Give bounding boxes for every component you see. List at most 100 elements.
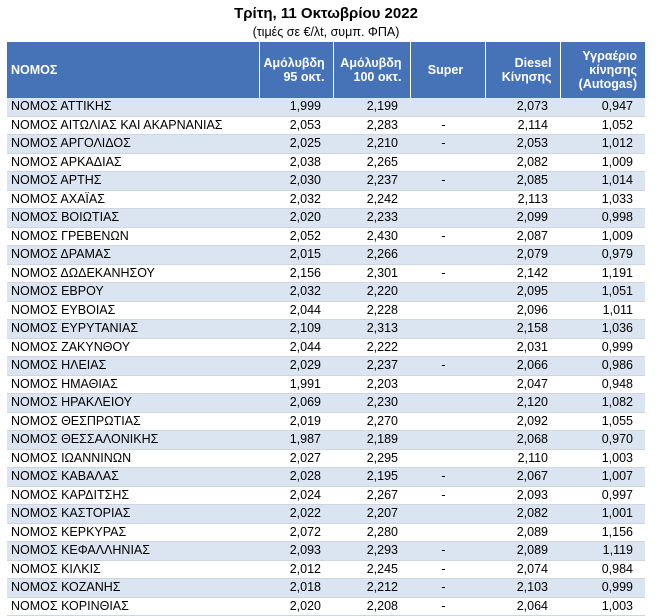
table-row: ΝΟΜΟΣ ΒΟΙΩΤΙΑΣ 2,020 2,233 2,099 0,998 (7, 208, 645, 228)
cell-text: 1,052 (601, 117, 633, 132)
cell-text: 2,066 (516, 358, 548, 372)
prefecture-cell: ΝΟΜΟΣ ΑΙΤΩΛΙΑΣ ΚΑΙ ΑΚΑΡΝΑΝΙΑΣ (7, 116, 259, 135)
prefecture-cell: ΝΟΜΟΣ ΑΤΤΙΚΗΣ (7, 98, 259, 117)
price-cell: 2,093 (485, 486, 560, 505)
table-row: ΝΟΜΟΣ ΚΟΡΙΝΘΙΑΣ 2,020 2,208 - 2,064 1,003 (7, 597, 645, 616)
price-cell: 2,270 (333, 412, 410, 431)
prefecture-cell: ΝΟΜΟΣ ΔΩΔΕΚΑΝΗΣΟΥ (7, 264, 259, 283)
cell-text: ΝΟΜΟΣ ΖΑΚΥΝΘΟΥ (11, 339, 131, 354)
price-cell: 2,237 (333, 356, 410, 376)
cell-text: 2,266 (366, 247, 398, 261)
price-cell: 2,030 (259, 171, 333, 191)
price-cell: 0,999 (560, 338, 645, 357)
cell-text: 1,009 (601, 228, 633, 243)
price-cell: 2,092 (485, 412, 560, 431)
price-cell: 2,203 (333, 375, 410, 394)
cell-text: 2,067 (516, 469, 548, 483)
cell-text: 1,156 (601, 524, 633, 539)
cell-text: 2,052 (289, 228, 321, 243)
price-cell (410, 245, 485, 265)
price-cell: - (410, 486, 485, 505)
price-cell (410, 282, 485, 302)
cell-text: - (441, 136, 446, 150)
cell-text: 2,301 (366, 265, 398, 280)
cell-text: 1,991 (289, 376, 321, 391)
header-line: 100 οκτ. (353, 70, 402, 84)
price-cell: 2,242 (333, 190, 410, 209)
column-header: Αμόλυβδη 100 οκτ. (333, 42, 411, 98)
cell-text: 2,018 (289, 580, 321, 594)
price-cell (410, 523, 485, 542)
cell-text: 2,024 (289, 487, 321, 502)
table-row: ΝΟΜΟΣ ΑΤΤΙΚΗΣ 1,999 2,199 2,073 0,947 (7, 98, 645, 117)
price-cell: 2,093 (259, 541, 333, 561)
price-cell: 2,265 (333, 153, 410, 172)
price-cell: 2,074 (485, 560, 560, 579)
cell-text: 2,073 (516, 99, 548, 113)
cell-text: 2,113 (517, 191, 548, 206)
price-cell: 2,267 (333, 486, 410, 505)
price-cell: 2,283 (333, 116, 410, 135)
price-cell: 0,948 (560, 375, 645, 394)
price-cell: 2,068 (485, 430, 560, 450)
cell-text: 2,203 (366, 376, 398, 391)
cell-text: 2,093 (289, 543, 321, 557)
price-cell: 2,064 (485, 597, 560, 616)
price-cell: - (410, 560, 485, 579)
price-cell: 2,027 (259, 449, 333, 468)
cell-text: 1,036 (601, 321, 633, 335)
header-row: ΝΟΜΟΣ Αμόλυβδη 95 οκτ. Αμόλυβδη 100 οκτ. Supe… (7, 42, 645, 98)
cell-text: 2,082 (516, 506, 548, 520)
price-cell: 2,015 (259, 245, 333, 265)
price-cell: 2,103 (485, 578, 560, 598)
table-row: ΝΟΜΟΣ ΗΡΑΚΛΕΙΟΥ 2,069 2,230 2,120 1,082 (7, 393, 645, 413)
cell-text: 2,069 (289, 395, 321, 409)
cell-text: ΝΟΜΟΣ ΚΙΛΚΙΣ (11, 561, 101, 576)
cell-text: 2,233 (366, 210, 398, 224)
cell-text: - (441, 561, 446, 576)
cell-text: ΝΟΜΟΣ ΒΟΙΩΤΙΑΣ (11, 210, 120, 224)
price-cell: 2,120 (485, 393, 560, 413)
cell-text: ΝΟΜΟΣ ΙΩΑΝΝΙΝΩΝ (11, 450, 132, 465)
price-cell (410, 375, 485, 394)
prefecture-cell: ΝΟΜΟΣ ΚΑΡΔΙΤΣΗΣ (7, 486, 259, 505)
prefecture-cell: ΝΟΜΟΣ ΙΩΑΝΝΙΝΩΝ (7, 449, 259, 468)
cell-text: 2,092 (516, 413, 548, 428)
title: Τρίτη, 11 Οκτωβρίου 2022 (234, 5, 418, 22)
cell-text: 2,044 (289, 302, 321, 317)
price-cell: 1,012 (560, 134, 645, 154)
price-cell: 1,999 (259, 98, 333, 117)
prefecture-cell: ΝΟΜΟΣ ΑΡΚΑΔΙΑΣ (7, 153, 259, 172)
prefecture-cell: ΝΟΜΟΣ ΕΥΡΥΤΑΝΙΑΣ (7, 319, 259, 339)
cell-text: 2,245 (366, 561, 398, 576)
cell-text: 2,032 (289, 284, 321, 298)
header-line: Super (427, 63, 464, 77)
price-cell: 2,295 (333, 449, 410, 468)
cell-text: 2,222 (366, 339, 398, 354)
price-cell: 1,082 (560, 393, 645, 413)
table-row: ΝΟΜΟΣ ΓΡΕΒΕΝΩΝ 2,052 2,430 - 2,087 1,009 (7, 227, 645, 246)
cell-text: 0,984 (601, 561, 633, 576)
price-cell: 2,044 (259, 301, 333, 320)
price-cell: 2,099 (485, 208, 560, 228)
price-cell: 2,024 (259, 486, 333, 505)
cell-text: 1,007 (601, 469, 633, 483)
price-cell: 2,082 (485, 504, 560, 524)
price-cell (410, 393, 485, 413)
cell-text: 2,089 (516, 524, 548, 539)
cell-text: 2,189 (366, 432, 398, 446)
cell-text: ΝΟΜΟΣ ΕΒΡΟΥ (11, 284, 104, 298)
cell-text: 2,220 (366, 284, 398, 298)
price-cell: 1,052 (560, 116, 645, 135)
price-cell: 2,019 (259, 412, 333, 431)
cell-text: 2,029 (289, 358, 321, 372)
price-cell: 2,053 (259, 116, 333, 135)
price-cell: 0,984 (560, 560, 645, 579)
subtitle: (τιμές σε €/λt, συμπ. ΦΠΑ) (252, 25, 400, 39)
price-cell: 2,028 (259, 467, 333, 487)
cell-text: 0,997 (601, 487, 633, 502)
price-cell: 2,266 (333, 245, 410, 265)
cell-text: 2,025 (289, 136, 321, 150)
cell-text: ΝΟΜΟΣ ΔΡΑΜΑΣ (11, 247, 111, 261)
cell-text: 2,230 (366, 395, 398, 409)
